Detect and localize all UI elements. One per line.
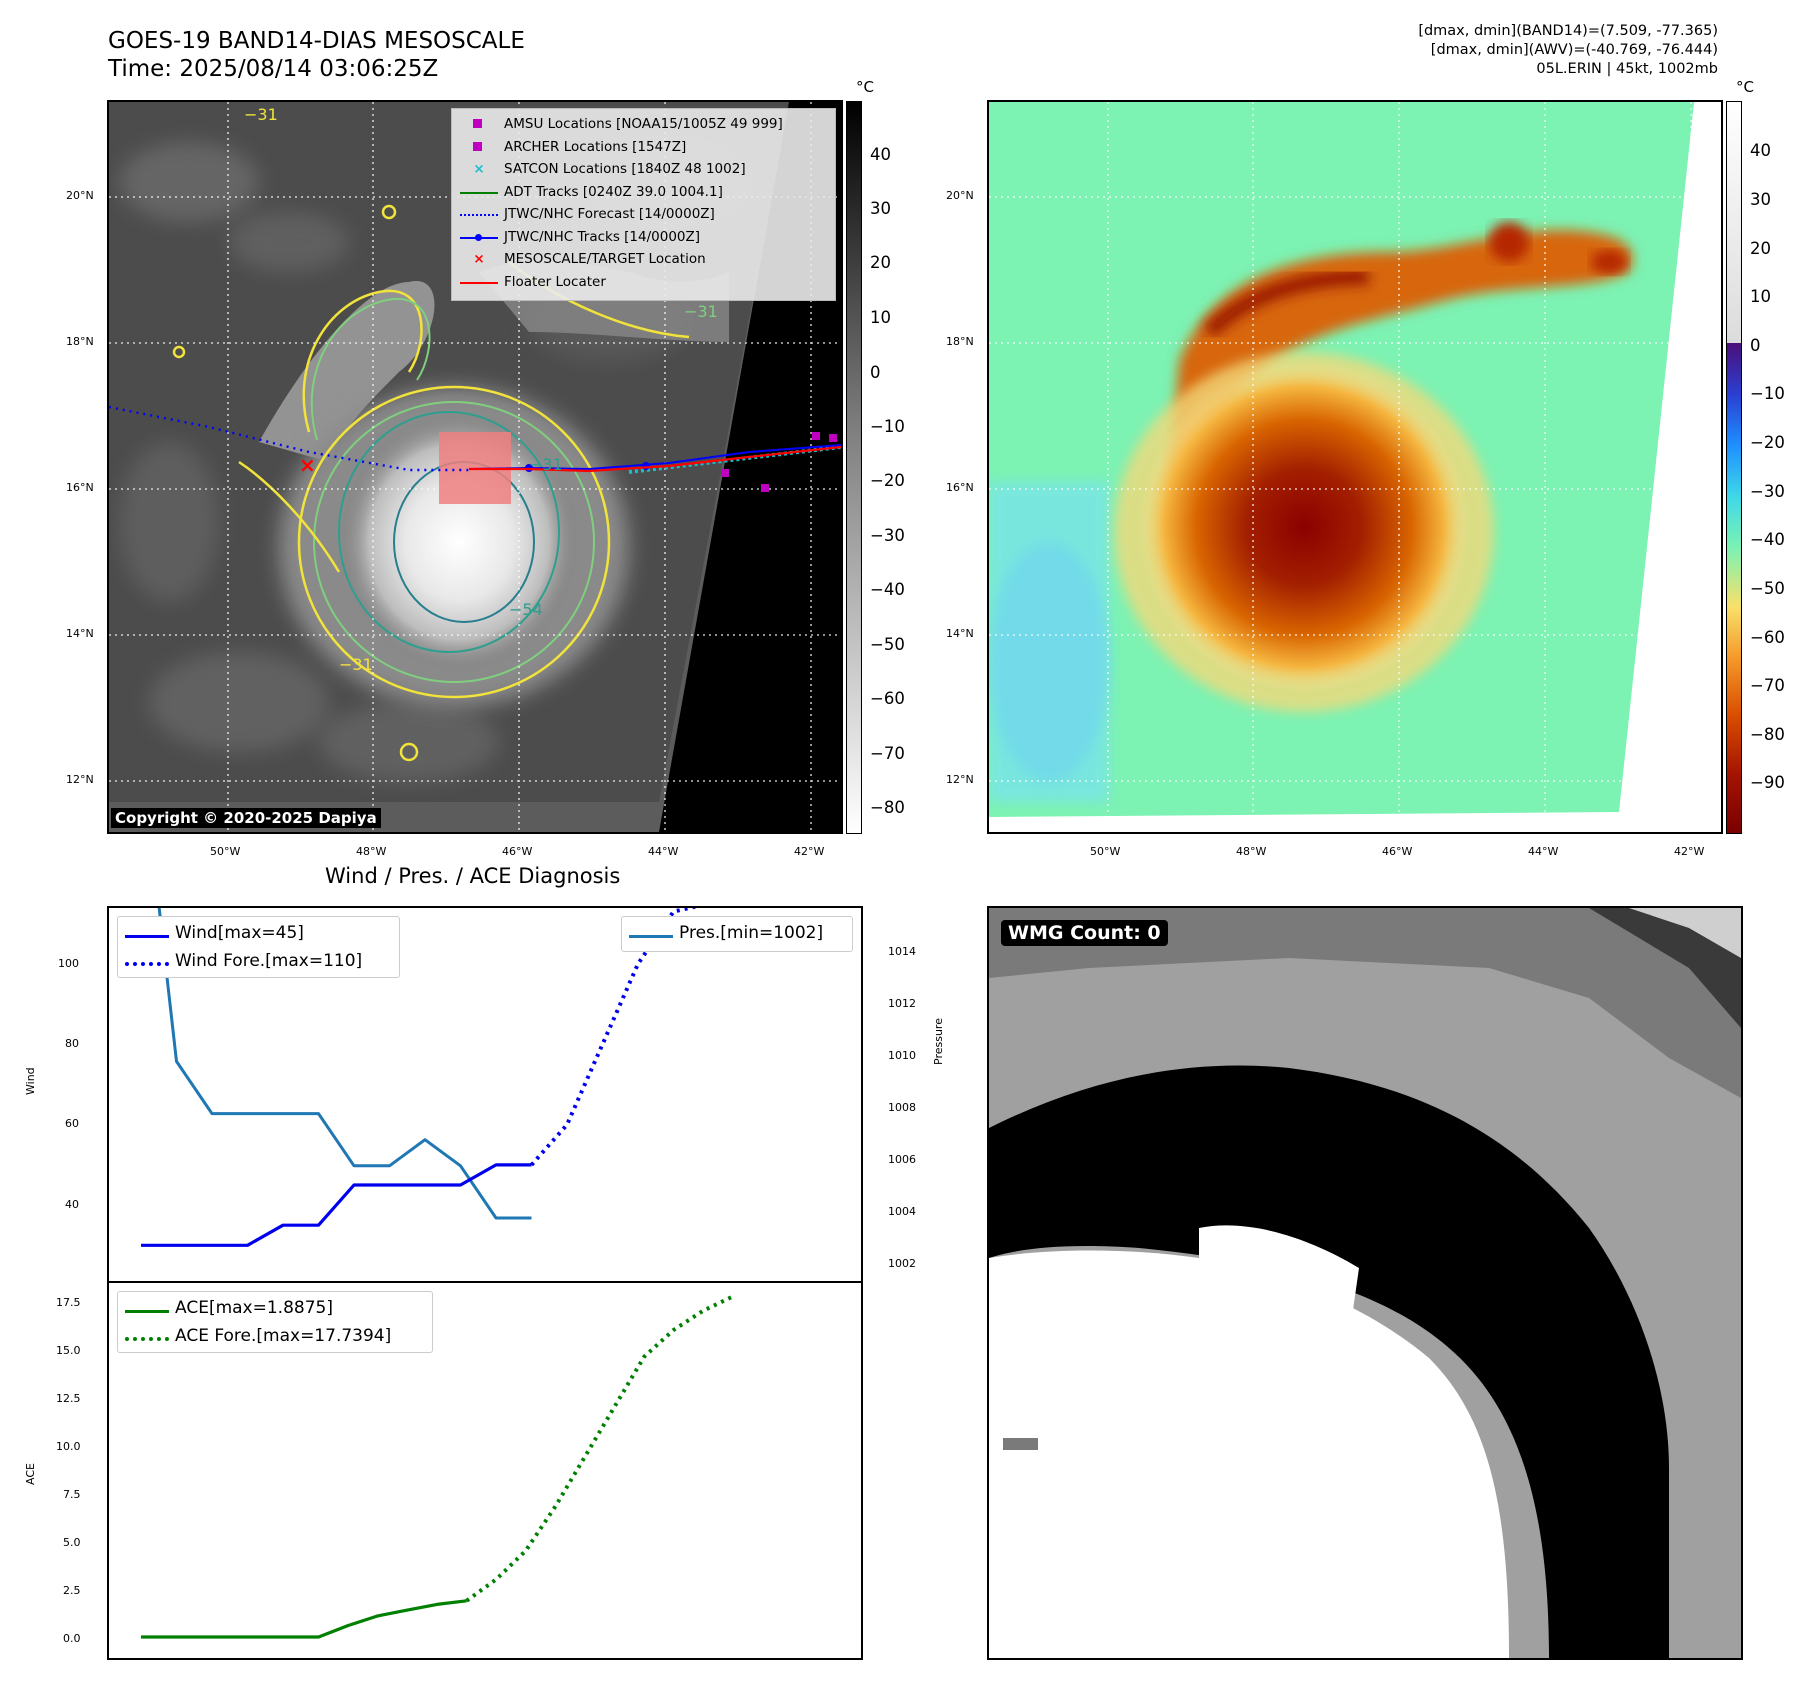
lat-label-12n-right: 12°N: [946, 773, 974, 786]
wind-pres-plot: [141, 908, 699, 1247]
ace-tick-10-0: 10.0: [56, 1440, 81, 1453]
lon-label-48w-left: 48°W: [356, 845, 387, 858]
pres-tick-1012: 1012: [888, 997, 916, 1010]
wmg-count-badge: WMG Count: 0: [1001, 920, 1168, 946]
legend-item-mesoscale: × MESOSCALE/TARGET Location: [473, 251, 706, 268]
lon-label-42w-right: 42°W: [1674, 845, 1705, 858]
wind-tick-80: 80: [65, 1037, 79, 1050]
pressure-axis-label: Pressure: [932, 1018, 945, 1065]
ace-tick-7-5: 7.5: [63, 1488, 81, 1501]
pres-tick-1008: 1008: [888, 1101, 916, 1114]
lat-label-18n-left: 18°N: [66, 335, 94, 348]
lat-label-16n-left: 16°N: [66, 481, 94, 494]
wind-legend: Wind[max=45] Wind Fore.[max=110]: [117, 916, 400, 978]
legend-wind: Wind[max=45]: [125, 919, 392, 947]
legend-ace-fore: ACE Fore.[max=17.7394]: [125, 1322, 425, 1350]
ace-tick-0-0: 0.0: [63, 1632, 81, 1645]
wmg-image: [989, 908, 1741, 1658]
ace-axis-label: ACE: [24, 1463, 37, 1485]
lat-label-18n-right: 18°N: [946, 335, 974, 348]
info-line-1: [dmax, dmin](BAND14)=(7.509, -77.365): [1418, 23, 1718, 39]
lon-label-44w-right: 44°W: [1528, 845, 1559, 858]
pres-tick-1004: 1004: [888, 1205, 916, 1218]
diagnosis-title: Wind / Pres. / ACE Diagnosis: [325, 864, 621, 888]
pres-tick-1002: 1002: [888, 1257, 916, 1270]
pres-tick-1006: 1006: [888, 1153, 916, 1166]
legend-item-adt: ADT Tracks [0240Z 39.0 1004.1]: [460, 181, 827, 204]
colorbar-right: [1726, 101, 1742, 834]
legend-item-satcon: × SATCON Locations [1840Z 48 1002]: [473, 161, 746, 178]
info-line-2: [dmax, dmin](AWV)=(-40.769, -76.444): [1430, 42, 1718, 58]
wmg-panel: WMG Count: 0: [987, 906, 1743, 1660]
pressure-line: [157, 908, 532, 1220]
ace-panel: ACE[max=1.8875] ACE Fore.[max=17.7394]: [107, 1281, 863, 1660]
copyright-label: Copyright © 2020-2025 Dapiya: [111, 808, 381, 828]
colorbar-unit-left: °C: [856, 78, 874, 96]
contour-label-2: −31: [339, 655, 373, 674]
lon-label-42w-left: 42°W: [794, 845, 825, 858]
ace-tick-12-5: 12.5: [56, 1392, 81, 1405]
legend-item-floater: Floater Locater: [460, 271, 827, 294]
lon-label-46w-right: 46°W: [1382, 845, 1413, 858]
ace-tick-5-0: 5.0: [63, 1536, 81, 1549]
lat-label-12n-left: 12°N: [66, 773, 94, 786]
lon-label-46w-left: 46°W: [502, 845, 533, 858]
legend-item-archer: ARCHER Locations [1547Z]: [460, 136, 827, 159]
legend-item-forecast: JTWC/NHC Forecast [14/0000Z]: [460, 203, 827, 226]
contour-label-4: −31: [529, 455, 563, 474]
wind-tick-40: 40: [65, 1198, 79, 1211]
wind-axis-label: Wind: [24, 1067, 37, 1095]
pres-tick-1010: 1010: [888, 1049, 916, 1062]
lon-label-48w-right: 48°W: [1236, 845, 1267, 858]
ace-forecast-line: [465, 1294, 734, 1603]
figure-title: GOES-19 BAND14-DIAS MESOSCALE Time: 2025…: [108, 27, 525, 83]
lat-label-14n-right: 14°N: [946, 627, 974, 640]
legend-item-tracks: JTWC/NHC Tracks [14/0000Z]: [460, 226, 827, 249]
legend-ace: ACE[max=1.8875]: [125, 1294, 425, 1322]
wind-line: [141, 1163, 532, 1247]
lat-label-20n-right: 20°N: [946, 189, 974, 202]
lat-label-20n-left: 20°N: [66, 189, 94, 202]
contour-label-3: −31: [684, 302, 718, 321]
mesoscale-target-marker: ×: [299, 453, 316, 477]
title-line-2: Time: 2025/08/14 03:06:25Z: [108, 56, 439, 82]
wind-tick-100: 100: [58, 957, 79, 970]
wind-tick-60: 60: [65, 1117, 79, 1130]
info-header: [dmax, dmin](BAND14)=(7.509, -77.365) [d…: [1418, 22, 1718, 79]
contour-label-5: −31: [244, 105, 278, 124]
ace-tick-2-5: 2.5: [63, 1584, 81, 1597]
awv-map-panel: [987, 100, 1723, 834]
band14-map-legend: AMSU Locations [NOAA15/1005Z 49 999] ARC…: [451, 108, 836, 301]
pres-tick-1014: 1014: [888, 945, 916, 958]
info-line-3: 05L.ERIN | 45kt, 1002mb: [1536, 61, 1718, 77]
lat-label-16n-right: 16°N: [946, 481, 974, 494]
lat-label-14n-left: 14°N: [66, 627, 94, 640]
title-line-1: GOES-19 BAND14-DIAS MESOSCALE: [108, 28, 525, 54]
pres-legend: Pres.[min=1002]: [621, 916, 853, 952]
lon-label-50w-left: 50°W: [210, 845, 241, 858]
ace-tick-17-5: 17.5: [56, 1296, 81, 1309]
ace-tick-15-0: 15.0: [56, 1344, 81, 1357]
colorbar-left: [846, 101, 862, 834]
ace-line: [141, 1599, 467, 1639]
lon-label-44w-left: 44°W: [648, 845, 679, 858]
lon-label-50w-right: 50°W: [1090, 845, 1121, 858]
wind-pres-panel: Wind[max=45] Wind Fore.[max=110] Pres.[m…: [107, 906, 863, 1283]
ace-plot: [141, 1294, 734, 1639]
band14-map-panel: × −54 −31 −31 −31 −31 AMSU Locations [NO…: [107, 100, 843, 834]
contour-label-1: −54: [509, 600, 543, 619]
ace-legend: ACE[max=1.8875] ACE Fore.[max=17.7394]: [117, 1291, 433, 1353]
legend-wind-fore: Wind Fore.[max=110]: [125, 947, 392, 975]
colorbar-unit-right: °C: [1736, 78, 1754, 96]
awv-map-image: [989, 102, 1721, 832]
legend-pres: Pres.[min=1002]: [629, 919, 845, 947]
legend-item-amsu: AMSU Locations [NOAA15/1005Z 49 999]: [460, 113, 827, 136]
